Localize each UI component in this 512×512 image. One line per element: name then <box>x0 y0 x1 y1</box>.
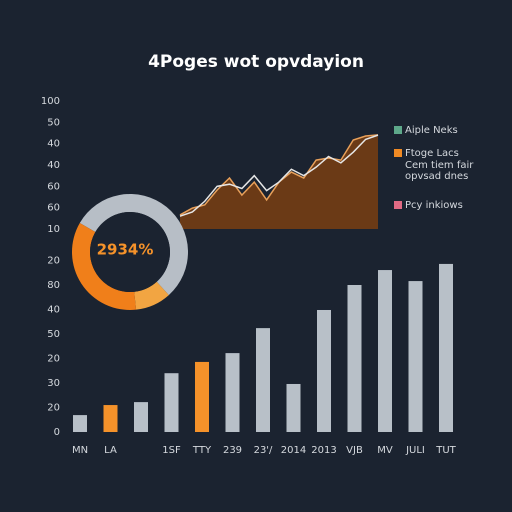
bar <box>225 353 240 432</box>
legend-label: Pcy inkiows <box>405 200 463 211</box>
y-tick-label: 60 <box>47 181 60 192</box>
chart-title: 4Poges wot opvdayion <box>148 52 364 72</box>
x-tick-label: MN <box>72 445 88 456</box>
x-tick-label: MV <box>377 445 393 456</box>
y-tick-label: 50 <box>47 329 60 340</box>
bar <box>286 383 301 432</box>
x-tick-label: LA <box>104 445 117 456</box>
bar <box>73 415 87 432</box>
y-tick-label: 40 <box>47 160 60 171</box>
donut-slice <box>134 281 169 310</box>
line <box>179 134 379 217</box>
y-tick-label: 40 <box>47 305 60 316</box>
bar <box>408 281 423 432</box>
y-tick-label: 20 <box>47 403 60 414</box>
bar <box>256 328 270 432</box>
bar <box>439 263 453 432</box>
y-tick-label: 10 <box>47 224 60 235</box>
legend-label: Ftoge Lacs <box>405 148 459 159</box>
x-tick-label: 23'/ <box>254 445 273 456</box>
x-tick-label: 1SF <box>162 445 181 456</box>
bar <box>134 402 148 432</box>
bar <box>195 361 209 432</box>
y-tick-label: 0 <box>54 427 60 438</box>
y-tick-label: 40 <box>47 139 60 150</box>
donut-hole <box>90 212 170 292</box>
x-tick-label: TUT <box>435 445 456 456</box>
bar <box>317 309 331 432</box>
y-tick-label: 20 <box>47 354 60 365</box>
x-tick-label: 2014 <box>281 445 306 456</box>
y-tick-label: 100 <box>41 96 60 107</box>
legend-swatch <box>394 201 402 209</box>
x-tick-label: 239 <box>223 445 242 456</box>
bar <box>378 270 392 432</box>
bar <box>103 405 118 432</box>
y-tick-label: 50 <box>47 117 60 128</box>
legend-swatch <box>394 149 402 157</box>
y-tick-label: 80 <box>47 280 60 291</box>
x-tick-label: JULI <box>405 445 425 456</box>
legend-note: opvsad dnes <box>405 171 468 182</box>
donut-slice <box>79 193 189 296</box>
legend-note: Cem tiem fair <box>405 160 474 171</box>
y-tick-label: 30 <box>47 378 60 389</box>
bar <box>347 285 362 432</box>
donut-label: 2934% <box>97 241 154 259</box>
legend-swatch <box>394 126 402 134</box>
y-tick-label: 20 <box>47 256 60 267</box>
donut-slice <box>71 223 137 310</box>
legend-label: Aiple Neks <box>405 125 458 136</box>
bar <box>164 373 179 432</box>
x-tick-label: VJB <box>346 445 363 456</box>
x-tick-label: 2013 <box>311 445 336 456</box>
y-tick-label: 60 <box>47 203 60 214</box>
x-tick-label: TTY <box>192 445 212 456</box>
